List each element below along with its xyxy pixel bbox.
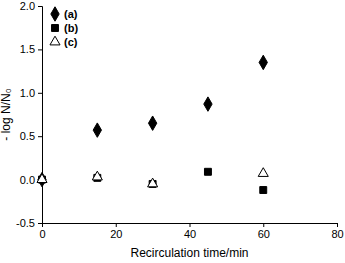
series-1 bbox=[39, 168, 267, 193]
point bbox=[93, 123, 101, 137]
y-tick-label: 1.0 bbox=[20, 87, 35, 99]
y-tick: -0.5 bbox=[16, 217, 42, 229]
y-tick-mark bbox=[38, 49, 42, 50]
x-tick-mark bbox=[337, 223, 338, 227]
y-axis-title: - log N/N₀ bbox=[0, 88, 13, 140]
x-tick-label: 20 bbox=[110, 228, 122, 240]
y-axis-line bbox=[38, 7, 43, 224]
y-tick-mark bbox=[38, 93, 42, 94]
legend-label: (b) bbox=[64, 22, 78, 34]
legend-symbol bbox=[50, 36, 60, 45]
point bbox=[148, 116, 156, 130]
x-axis-line bbox=[43, 224, 338, 228]
x-axis-title: Recirculation time/min bbox=[130, 246, 248, 260]
y-tick-mark bbox=[38, 223, 42, 224]
y-tick-label: 1.5 bbox=[20, 43, 35, 55]
point bbox=[37, 174, 47, 183]
points bbox=[37, 55, 268, 193]
y-tick-label: 0.0 bbox=[20, 174, 35, 186]
chart-svg: 0 20 40 60 80 -0.5 0.0 0.5 1.0 1.5 2.0 (a) (b) (c) Rec… bbox=[0, 0, 345, 263]
legend-item: (b) bbox=[52, 22, 79, 34]
y-tick: 1.0 bbox=[20, 87, 42, 99]
point bbox=[38, 172, 46, 186]
point bbox=[204, 168, 211, 175]
y-axis: -0.5 0.0 0.5 1.0 1.5 2.0 bbox=[16, 0, 42, 229]
point bbox=[260, 187, 267, 194]
point bbox=[148, 178, 158, 187]
x-tick: 0 bbox=[39, 223, 45, 240]
legend-symbol bbox=[52, 25, 59, 32]
x-tick-mark bbox=[190, 223, 191, 227]
x-tick: 20 bbox=[110, 223, 122, 240]
x-tick-label: 40 bbox=[184, 228, 196, 240]
x-tick: 80 bbox=[331, 223, 343, 240]
y-tick: 2.0 bbox=[20, 0, 42, 12]
point bbox=[204, 97, 212, 111]
x-tick-label: 80 bbox=[331, 228, 343, 240]
y-tick-label: 0.5 bbox=[20, 130, 35, 142]
x-tick: 60 bbox=[258, 223, 270, 240]
x-tick-label: 60 bbox=[258, 228, 270, 240]
legend-item: (c) bbox=[50, 36, 78, 48]
plot: 0 20 40 60 80 -0.5 0.0 0.5 1.0 1.5 2.0 (a) (b) (c) bbox=[16, 0, 344, 240]
legend: (a) (b) (c) bbox=[50, 7, 78, 48]
x-tick-mark bbox=[263, 223, 264, 227]
series-0 bbox=[38, 55, 268, 187]
x-tick-label: 0 bbox=[39, 228, 45, 240]
series-2 bbox=[37, 168, 268, 187]
legend-label: (c) bbox=[64, 36, 78, 48]
y-tick: 1.5 bbox=[20, 43, 42, 55]
legend-item: (a) bbox=[51, 7, 78, 21]
y-tick: 0.5 bbox=[20, 130, 42, 142]
point bbox=[92, 171, 102, 180]
y-tick-label: -0.5 bbox=[16, 217, 35, 229]
x-tick-mark bbox=[116, 223, 117, 227]
y-tick-label: 2.0 bbox=[20, 0, 35, 12]
legend-label: (a) bbox=[64, 8, 78, 20]
chart-container: 0 20 40 60 80 -0.5 0.0 0.5 1.0 1.5 2.0 (a) (b) (c) Rec… bbox=[0, 0, 345, 263]
legend-symbol bbox=[51, 7, 59, 21]
x-tick: 40 bbox=[184, 223, 196, 240]
point bbox=[259, 55, 267, 69]
y-tick-mark bbox=[38, 136, 42, 137]
x-axis: 0 20 40 60 80 bbox=[39, 223, 343, 240]
point bbox=[258, 168, 268, 177]
y-tick-mark bbox=[38, 6, 42, 7]
